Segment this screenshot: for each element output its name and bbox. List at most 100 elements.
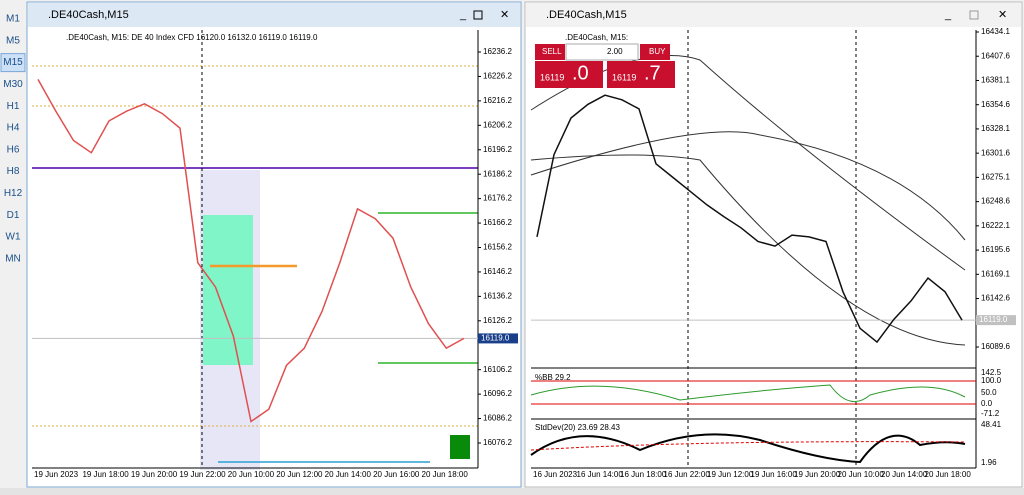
- bb-tick: 100.0: [981, 376, 1002, 385]
- price-label: 16216.2: [483, 96, 512, 105]
- price-label: 16354.6: [981, 100, 1010, 109]
- bb-line: [530, 384, 966, 403]
- timeframe-button[interactable]: H6: [7, 144, 20, 155]
- bollinger-band: [530, 55, 966, 271]
- time-label: 20 Jun 14:00: [881, 470, 928, 479]
- moving-average: [530, 131, 966, 241]
- buy-label: BUY: [649, 47, 666, 56]
- bb-tick: 50.0: [981, 388, 997, 397]
- stddev-title: StdDev(20) 23.69 28.43: [535, 423, 620, 432]
- title-bar: [526, 3, 1021, 27]
- title-bar: [28, 3, 520, 27]
- timeframe-button[interactable]: MN: [5, 253, 21, 264]
- timeframe-button[interactable]: M1: [6, 14, 20, 25]
- stddev-line: [530, 433, 966, 464]
- price-label: 16169.1: [981, 269, 1010, 278]
- close[interactable]: ✕: [500, 9, 509, 21]
- time-label: 20 Jun 10:00: [838, 470, 885, 479]
- bb-title: %BB 29.2: [535, 373, 571, 382]
- maximize[interactable]: [473, 10, 483, 20]
- time-label: 20 Jun 16:00: [373, 470, 420, 479]
- stddev-tick: 48.41: [981, 420, 1002, 429]
- price-label: 16301.6: [981, 148, 1010, 157]
- ask-frac: .7: [644, 62, 661, 84]
- window-frame: [26, 1, 522, 488]
- chart-info: .DE40Cash, M15: DE 40 Index CFD 16120.0 …: [66, 33, 318, 42]
- current-price-tag: [976, 315, 1016, 326]
- timeframe-button[interactable]: M30: [3, 79, 23, 90]
- price-label: 16146.2: [483, 267, 512, 276]
- timeframe-button[interactable]: H12: [4, 188, 23, 199]
- sell-label: SELL: [542, 47, 562, 56]
- bid-main: 16119: [540, 72, 564, 82]
- current-price-label: 16119.0: [979, 315, 1008, 324]
- price-label: 16142.6: [981, 294, 1010, 303]
- buy-button[interactable]: [640, 44, 670, 60]
- price-label: 16076.2: [483, 438, 512, 447]
- sell-button[interactable]: [535, 44, 565, 60]
- time-label: 20 Jun 10:00: [228, 470, 275, 479]
- timeframe-button[interactable]: H8: [7, 166, 20, 177]
- bb-tick: 142.5: [981, 368, 1002, 377]
- time-label: 16 Jun 2023: [533, 470, 578, 479]
- time-label: 20 Jun 14:00: [325, 470, 372, 479]
- timeframe-button[interactable]: M15: [3, 57, 23, 68]
- bid-box[interactable]: [535, 61, 603, 88]
- price-label: 16434.1: [981, 27, 1010, 36]
- bb-tick: -71.2: [981, 409, 1000, 418]
- price-line: [536, 94, 963, 344]
- price-label: 16136.2: [483, 291, 512, 300]
- timeframe-button[interactable]: D1: [7, 210, 20, 221]
- stddev-signal: [530, 441, 966, 451]
- time-label: 20 Jun 18:00: [422, 470, 469, 479]
- timeframe-button[interactable]: W1: [6, 232, 21, 243]
- price-label: 16236.2: [483, 47, 512, 56]
- price-label: 16186.2: [483, 169, 512, 178]
- price-label: 16195.6: [981, 245, 1010, 254]
- tab-strip: [0, 488, 1024, 495]
- minimize[interactable]: _: [944, 9, 952, 21]
- time-label: 19 Jun 16:00: [751, 470, 798, 479]
- timeframe-button[interactable]: M5: [6, 35, 20, 46]
- price-label: 16226.2: [483, 72, 512, 81]
- price-label: 16196.2: [483, 145, 512, 154]
- window-title: .DE40Cash,M15: [48, 9, 129, 21]
- bid-frac: .0: [572, 62, 589, 84]
- timeframe-button[interactable]: H4: [7, 123, 20, 134]
- window-frame: [524, 1, 1023, 488]
- time-label: 16 Jun 18:00: [620, 470, 667, 479]
- time-label: 19 Jun 12:00: [707, 470, 754, 479]
- price-label: 16381.1: [981, 76, 1010, 85]
- time-label: 19 Jun 22:00: [179, 470, 226, 479]
- close[interactable]: ✕: [998, 9, 1007, 21]
- price-label: 16106.2: [483, 365, 512, 374]
- price-label: 16096.2: [483, 389, 512, 398]
- active-timeframe: [0, 53, 26, 73]
- timeframe-button[interactable]: H1: [7, 101, 20, 112]
- maximize[interactable]: [969, 10, 979, 20]
- time-label: 19 Jun 20:00: [794, 470, 841, 479]
- price-label: 16126.2: [483, 316, 512, 325]
- bb-tick: 0.0: [981, 399, 993, 408]
- price-label: 16156.2: [483, 243, 512, 252]
- price-label: 16166.2: [483, 218, 512, 227]
- time-label: 16 Jun 22:00: [664, 470, 711, 479]
- time-label: 19 Jun 18:00: [82, 470, 129, 479]
- poc-vol-badge: [450, 435, 470, 459]
- time-label: 19 Jun 20:00: [131, 470, 178, 479]
- minimize[interactable]: _: [459, 9, 467, 21]
- lot-value: 2.00: [607, 47, 623, 56]
- time-label: 20 Jun 18:00: [925, 470, 972, 479]
- price-label: 16328.1: [981, 124, 1010, 133]
- time-label: 16 Jun 14:00: [577, 470, 624, 479]
- current-price-tag: [478, 333, 518, 344]
- current-price-label: 16119.0: [481, 334, 510, 343]
- ask-box[interactable]: [607, 61, 675, 88]
- price-label: 16176.2: [483, 194, 512, 203]
- price-label: 16089.6: [981, 342, 1010, 351]
- price-label: 16407.6: [981, 51, 1010, 60]
- price-label: 16086.2: [483, 414, 512, 423]
- lot-input[interactable]: [565, 43, 639, 61]
- price-label: 16222.1: [981, 221, 1010, 230]
